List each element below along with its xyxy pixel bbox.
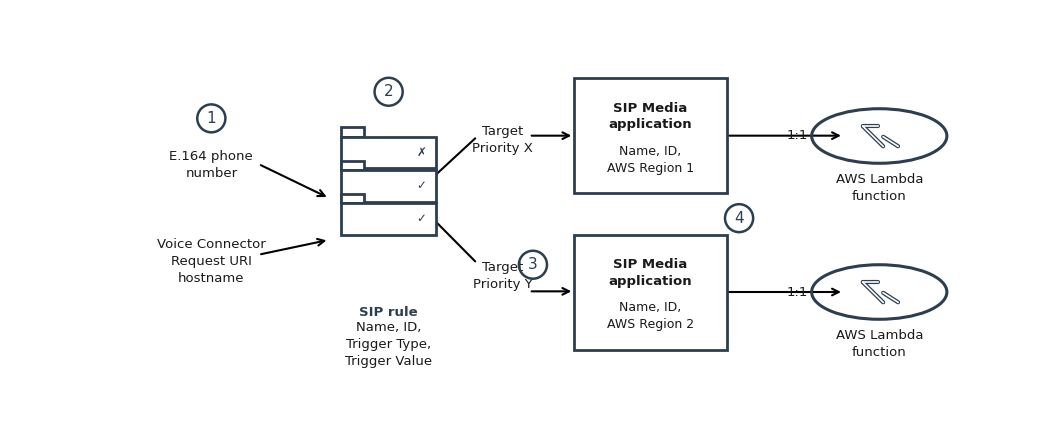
Text: Target
Priority Y: Target Priority Y [472, 261, 532, 291]
Text: Name, ID,
AWS Region 2: Name, ID, AWS Region 2 [606, 302, 694, 331]
Text: 1: 1 [206, 111, 216, 126]
Text: E.164 phone
number: E.164 phone number [169, 150, 253, 180]
Text: AWS Lambda
function: AWS Lambda function [835, 329, 922, 359]
FancyBboxPatch shape [342, 194, 364, 203]
FancyBboxPatch shape [342, 203, 436, 235]
Text: 1:1: 1:1 [787, 130, 809, 143]
FancyBboxPatch shape [342, 161, 364, 170]
Text: Name, ID,
Trigger Type,
Trigger Value: Name, ID, Trigger Type, Trigger Value [345, 321, 432, 368]
Text: 3: 3 [528, 257, 537, 272]
Text: 2: 2 [384, 84, 394, 99]
FancyBboxPatch shape [575, 235, 727, 349]
Text: ✗: ✗ [416, 146, 427, 159]
FancyBboxPatch shape [575, 79, 727, 193]
Text: AWS Lambda
function: AWS Lambda function [835, 173, 922, 203]
FancyBboxPatch shape [342, 170, 436, 201]
Text: SIP rule: SIP rule [360, 306, 418, 319]
Text: 4: 4 [734, 211, 744, 226]
Text: Target
Priority X: Target Priority X [472, 125, 533, 155]
Text: SIP Media
application: SIP Media application [609, 258, 693, 288]
Text: Name, ID,
AWS Region 1: Name, ID, AWS Region 1 [606, 145, 694, 175]
FancyBboxPatch shape [342, 137, 436, 168]
Text: SIP Media
application: SIP Media application [609, 102, 693, 131]
Text: Voice Connector
Request URI
hostname: Voice Connector Request URI hostname [157, 238, 266, 285]
FancyBboxPatch shape [342, 127, 364, 137]
Text: ✓: ✓ [416, 213, 427, 226]
Text: 1:1: 1:1 [787, 286, 809, 299]
Text: ✓: ✓ [416, 179, 427, 192]
